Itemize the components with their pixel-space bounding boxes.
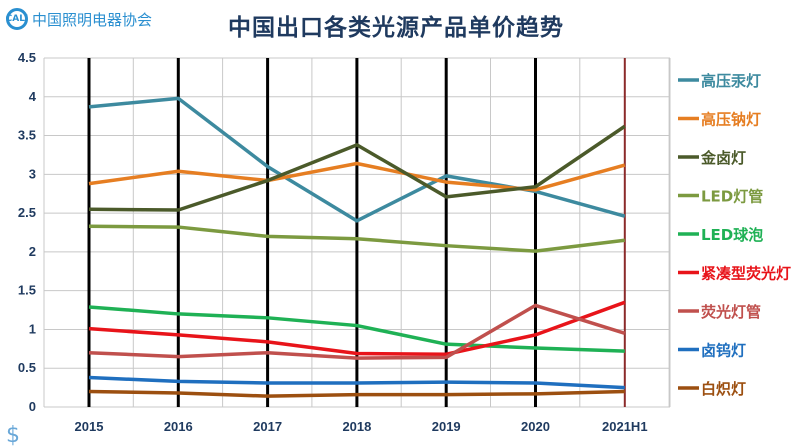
legend-label: 白炽灯 (701, 380, 746, 398)
series-line-7 (88, 303, 626, 360)
legend-label: 紧凑型荧光灯 (701, 265, 791, 283)
x-tick-label: 2016 (164, 419, 193, 434)
y-tick-label: 0 (29, 399, 36, 414)
x-tick-label: 2020 (521, 419, 550, 434)
x-tick-label: 2018 (342, 419, 371, 434)
series-line-3 (88, 124, 626, 212)
y-tick-label: 1 (29, 321, 36, 336)
y-tick-label: 0.5 (18, 360, 36, 375)
series-line-9 (88, 389, 625, 398)
legend-label: 金卤灯 (700, 149, 746, 167)
logo-text: 中国照明电器协会 (32, 10, 153, 29)
y-tick-label: 1.5 (18, 283, 36, 298)
x-tick-label: 2021H1 (602, 419, 648, 434)
y-tick-label: 4.5 (18, 50, 36, 65)
y-tick-label: 2.5 (18, 205, 36, 220)
x-tick-label: 2015 (75, 419, 104, 434)
y-tick-label: 3 (29, 166, 36, 181)
series-line-6 (88, 300, 626, 357)
y-tick-label: 2 (29, 244, 36, 259)
y-tick-label: 3.5 (18, 128, 36, 143)
cali-logo-icon: CALI (6, 8, 28, 30)
x-tick-label: 2019 (432, 419, 461, 434)
legend-label: 荧光灯管 (701, 303, 761, 321)
y-tick-label: 4 (29, 89, 37, 104)
series-line-4 (88, 224, 626, 253)
legend-label: LED灯管 (701, 188, 763, 206)
legend-label: 卤钨灯 (701, 342, 746, 360)
legend-label: 高压汞灯 (701, 72, 761, 90)
legend-label: LED球泡 (701, 226, 763, 244)
series-line-2 (88, 161, 626, 192)
series-line-8 (88, 375, 625, 390)
dollar-icon: $ (6, 423, 20, 448)
chart-title: 中国出口各类光源产品单价趋势 (228, 15, 564, 41)
series-line-5 (88, 305, 625, 353)
logo: CALI 中国照明电器协会 (6, 8, 152, 30)
x-tick-label: 2017 (253, 419, 282, 434)
legend-label: 高压钠灯 (701, 111, 761, 129)
